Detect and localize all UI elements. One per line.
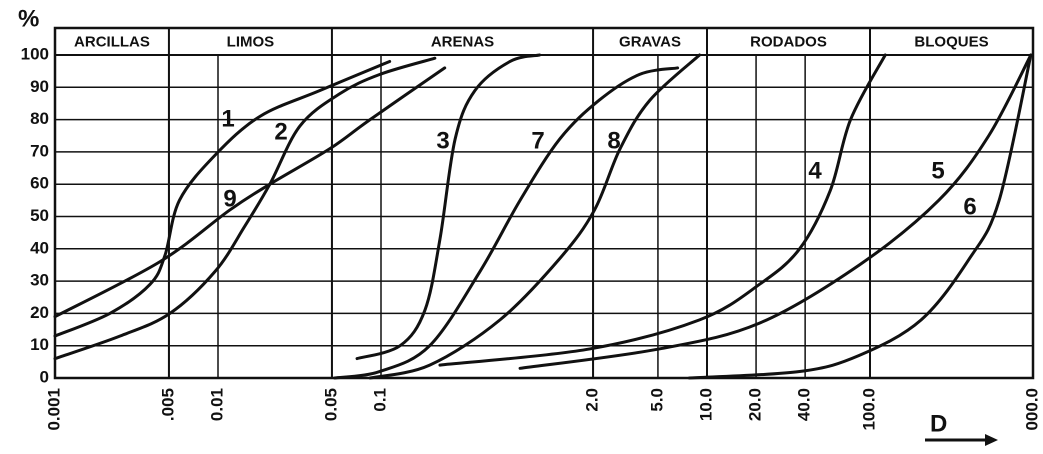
zone-label: LIMOS bbox=[227, 33, 275, 50]
x-axis-arrowhead bbox=[985, 434, 998, 446]
y-tick-label: 10 bbox=[30, 335, 49, 354]
curve-label: 8 bbox=[607, 127, 620, 154]
x-tick-label: .005 bbox=[158, 388, 177, 421]
curve-label: 7 bbox=[531, 127, 544, 154]
y-tick-label: 80 bbox=[30, 109, 49, 128]
x-axis-label: D bbox=[930, 410, 947, 437]
curve bbox=[53, 66, 447, 319]
y-tick-label: 90 bbox=[30, 77, 49, 96]
x-tick-label: 5.0 bbox=[647, 388, 666, 412]
x-tick-label: 10.0 bbox=[696, 388, 715, 421]
x-tick-label: 0.001 bbox=[44, 388, 63, 431]
zone-label: RODADOS bbox=[750, 33, 827, 50]
x-tick-label: 000.0 bbox=[1022, 388, 1041, 431]
curve bbox=[53, 59, 392, 338]
curve bbox=[687, 53, 1033, 380]
zone-label: ARCILLAS bbox=[74, 33, 150, 50]
x-tick-label: 100.0 bbox=[859, 388, 878, 431]
curve bbox=[355, 53, 542, 361]
x-tick-label: 0.01 bbox=[207, 388, 226, 421]
curve bbox=[333, 66, 680, 380]
curve-label: 4 bbox=[808, 157, 822, 184]
y-tick-label: 40 bbox=[30, 238, 49, 257]
curve bbox=[53, 56, 437, 361]
y-axis-label: % bbox=[18, 5, 39, 32]
x-tick-label: 20.0 bbox=[746, 388, 765, 421]
zone-label: ARENAS bbox=[431, 33, 494, 50]
y-tick-label: 70 bbox=[30, 141, 49, 160]
curve-label: 2 bbox=[274, 118, 287, 145]
curve-label: 1 bbox=[221, 105, 234, 132]
curve-label: 6 bbox=[963, 193, 976, 220]
y-tick-label: 50 bbox=[30, 206, 49, 225]
y-tick-label: 100 bbox=[21, 44, 49, 63]
y-tick-label: 0 bbox=[40, 367, 49, 386]
curve-label: 3 bbox=[436, 127, 449, 154]
plot-frame bbox=[53, 26, 1035, 380]
x-tick-label: 0.05 bbox=[321, 388, 340, 421]
curve-label: 5 bbox=[931, 157, 944, 184]
curve bbox=[438, 53, 887, 367]
y-tick-label: 60 bbox=[30, 174, 49, 193]
curve-label: 9 bbox=[223, 185, 236, 212]
x-tick-label: 40.0 bbox=[795, 388, 814, 421]
y-tick-label: 20 bbox=[30, 303, 49, 322]
curve bbox=[368, 53, 702, 380]
y-tick-label: 30 bbox=[30, 271, 49, 290]
zone-label: BLOQUES bbox=[914, 33, 988, 50]
zone-label: GRAVAS bbox=[619, 33, 681, 50]
x-tick-label: 2.0 bbox=[583, 388, 602, 412]
curve bbox=[518, 53, 1033, 370]
x-tick-label: 0.1 bbox=[370, 388, 389, 412]
